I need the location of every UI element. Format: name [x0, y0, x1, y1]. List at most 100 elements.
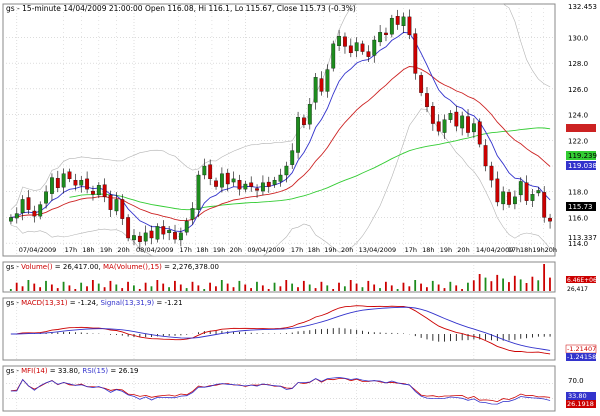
hour-label: 20h: [545, 246, 557, 254]
volume-bar: [39, 287, 42, 291]
hour-label: 19h: [100, 246, 112, 254]
candle-up: [155, 226, 160, 240]
volume-bar: [261, 285, 264, 291]
volume-bar: [543, 264, 546, 291]
candle-up: [471, 123, 476, 133]
volume-bar: [349, 280, 352, 291]
volume-bar: [449, 281, 452, 291]
candle-up: [231, 178, 236, 183]
volume-bar: [426, 287, 428, 291]
candle-up: [278, 174, 283, 182]
tag-green-bg: [566, 151, 596, 160]
candle-down: [542, 192, 547, 218]
candle-down: [436, 121, 441, 132]
volume-bar: [267, 289, 270, 291]
volume-bar: [45, 280, 47, 291]
macd-tag-blue-bg: [566, 353, 596, 361]
volume-bar: [9, 289, 12, 291]
mfi-panel-frame: [2, 365, 556, 412]
macd-tag-blue: -1.24158: [567, 353, 596, 361]
volume-tag-top: 6.46E+06: [567, 277, 597, 284]
volume-bar: [361, 287, 364, 291]
hour-label: 19h: [324, 246, 336, 254]
price-tick-label: 130.0: [568, 34, 588, 42]
volume-title: gs - Volume() = 26,417.00, MA(Volume(),1…: [6, 263, 219, 271]
candle-up: [313, 77, 318, 103]
volume-bar: [320, 281, 323, 291]
volume-bar: [27, 280, 30, 291]
volume-bar: [408, 286, 411, 291]
volume-bar: [109, 280, 112, 291]
price-tick-label: 116.0: [568, 214, 588, 222]
volume-bar: [502, 278, 504, 291]
hour-label: 18h: [82, 246, 94, 254]
hour-label: 20h: [457, 246, 469, 254]
tag-blue-bg: [566, 161, 596, 170]
price-tick-label: 124.0: [568, 112, 588, 120]
date-label: 07/04/2009: [19, 246, 56, 254]
candle-down: [126, 217, 131, 239]
volume-bar: [443, 288, 446, 291]
volume-bar: [162, 283, 165, 291]
volume-bar: [197, 285, 200, 291]
candle-down: [108, 194, 113, 210]
macd-lines: [10, 305, 551, 355]
volume-bar: [179, 284, 182, 291]
volume-bar: [531, 276, 534, 291]
volume-bar: [537, 280, 540, 291]
candle-down: [237, 179, 242, 190]
volume-bar: [384, 281, 387, 291]
volume-bar: [209, 282, 211, 291]
volume-bar: [256, 281, 258, 291]
candle-down: [149, 230, 154, 239]
candle-up: [61, 173, 66, 188]
volume-bar: [21, 286, 24, 291]
volume-bar: [297, 287, 299, 291]
volume-bar: [496, 274, 499, 291]
candle-up: [331, 43, 336, 69]
volume-bar: [490, 281, 493, 291]
mfi-title: gs - MFI(14) = 33.80, RSI(15) = 26.19: [6, 367, 139, 375]
mfi-tag-red-bg: [566, 400, 596, 408]
candle-up: [372, 39, 377, 56]
volume-bar: [285, 280, 288, 291]
volume-bar: [150, 286, 153, 291]
candle-up: [501, 191, 506, 205]
candle-up: [518, 181, 523, 196]
volume-bar: [478, 274, 481, 291]
volume-bar: [338, 282, 340, 291]
volume-bar: [273, 282, 276, 291]
volume-bar: [103, 287, 106, 291]
volume-bar: [484, 277, 487, 291]
volume-tag-top-bg: [566, 276, 596, 283]
volume-bar: [97, 283, 100, 291]
price-tick-label: 132.453: [568, 3, 597, 11]
price-tick-label: 118.0: [568, 189, 588, 197]
volume-panel-frame: [2, 261, 556, 293]
candle-down: [161, 226, 166, 235]
volume-bar: [513, 275, 516, 291]
volume-bar: [62, 281, 65, 291]
volume-bar: [455, 285, 458, 291]
candle-down: [255, 188, 259, 191]
macd-signal-line: [10, 306, 551, 351]
candle-up: [167, 230, 172, 234]
candle-down: [225, 172, 230, 185]
hour-label: 18h: [422, 246, 434, 254]
volume-bar: [91, 280, 94, 291]
candle-up: [202, 165, 207, 176]
candle-down: [489, 165, 494, 181]
candle-down: [67, 171, 72, 180]
tag-lower-bb: 113.337: [568, 234, 597, 242]
candle-up: [79, 179, 84, 186]
volume-bar: [402, 282, 405, 291]
volume-bar: [390, 285, 393, 291]
volume-bar: [156, 280, 159, 291]
candle-down: [348, 45, 353, 54]
tag-red-bg: [566, 124, 596, 132]
hour-label: 19h: [213, 246, 225, 254]
volume-bar: [220, 280, 223, 291]
volume-bar: [74, 289, 77, 291]
candle-up: [354, 42, 359, 52]
ma-long-line: [69, 127, 551, 211]
